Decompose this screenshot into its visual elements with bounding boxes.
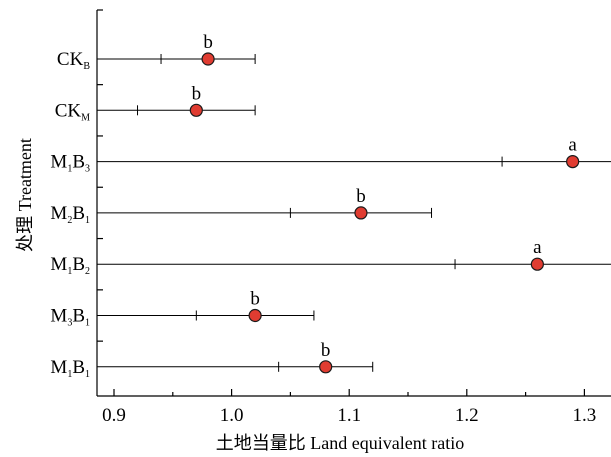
data-point bbox=[354, 206, 368, 220]
significance-label: b bbox=[321, 340, 331, 361]
significance-label: b bbox=[203, 32, 213, 53]
y-axis-title: 处理 Treatment bbox=[15, 138, 35, 252]
significance-label: a bbox=[533, 237, 542, 258]
category-label: M2B1 bbox=[50, 203, 90, 226]
data-point bbox=[319, 360, 333, 374]
x-tick-label: 1.0 bbox=[220, 405, 244, 426]
category-label: M3B1 bbox=[50, 306, 90, 329]
data-point bbox=[530, 257, 544, 271]
x-tick-label: 0.9 bbox=[102, 405, 126, 426]
category-labels: CKB CKM M1B3 M2B1 M1B2 M3B1 M1B1 bbox=[50, 49, 90, 380]
data-point bbox=[566, 155, 580, 169]
significance-label: b bbox=[356, 186, 366, 207]
data-point bbox=[248, 308, 262, 323]
category-label: M1B1 bbox=[50, 357, 90, 380]
axis-titles: 土地当量比 Land equivalent ratio 处理 Treatment bbox=[15, 138, 464, 453]
significance-label: b bbox=[192, 83, 202, 104]
significance-label: b bbox=[250, 289, 260, 310]
category-label: M1B2 bbox=[50, 254, 90, 277]
category-label: CKB bbox=[57, 49, 90, 72]
data-point bbox=[189, 103, 203, 117]
x-tick-label: 1.3 bbox=[573, 405, 597, 426]
data-point bbox=[201, 52, 215, 66]
category-label: M1B3 bbox=[50, 152, 90, 175]
x-tick-label: 1.2 bbox=[455, 405, 479, 426]
category-label: CKM bbox=[55, 100, 90, 123]
x-tick-label: 1.1 bbox=[337, 405, 361, 426]
significance-label: a bbox=[568, 135, 577, 156]
axes: 0.91.01.11.21.31.4 bbox=[96, 9, 611, 426]
x-axis-title: 土地当量比 Land equivalent ratio bbox=[216, 433, 464, 453]
data-points: b b a b a b b bbox=[97, 32, 611, 374]
